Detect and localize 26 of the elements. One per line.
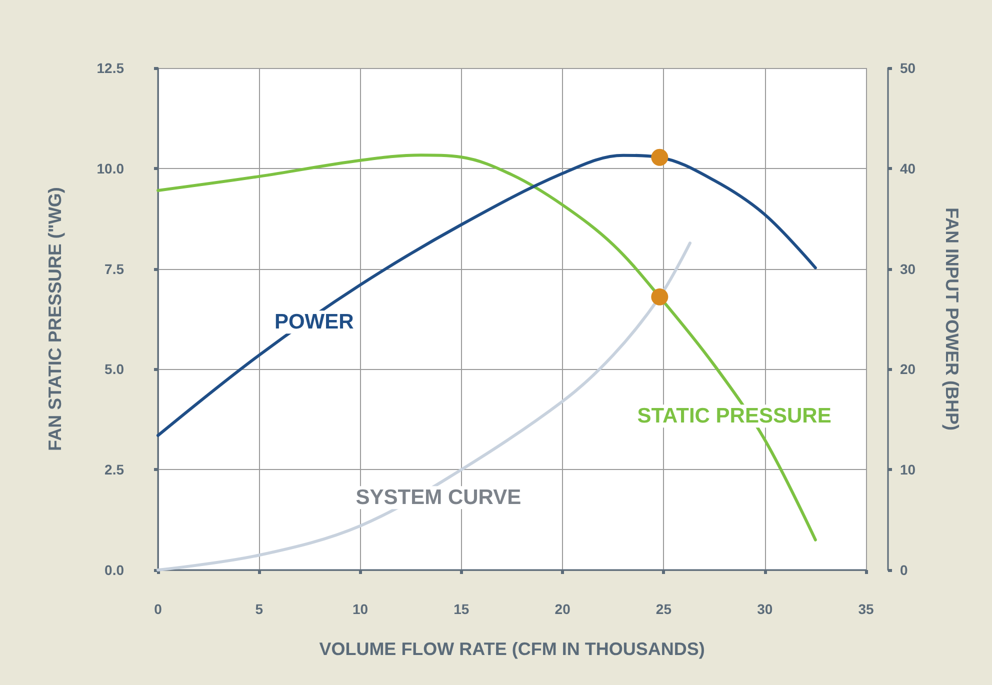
y-tick-label: 7.5	[104, 260, 124, 277]
y-tick-label: 5.0	[104, 361, 124, 378]
y2-tick-label: 30	[900, 260, 916, 277]
y2-tick-label: 50	[900, 60, 916, 76]
y2-tick-label: 0	[900, 562, 908, 578]
y2-tick-label: 20	[900, 361, 916, 378]
x-tick-label: 30	[757, 601, 773, 617]
x-tick-label: 20	[554, 601, 571, 617]
y2-tick-label: 10	[900, 462, 916, 478]
y2-tick-label: 40	[900, 160, 916, 176]
x-tick-label: 35	[858, 601, 874, 617]
y-tick-label: 12.5	[96, 60, 124, 76]
y2-axis-title: FAN INPUT POWER (BHP)	[942, 208, 962, 430]
x-tick-label: 5	[255, 601, 264, 617]
x-tick-label: 15	[454, 601, 470, 617]
x-tick-label: 25	[656, 601, 672, 617]
y-tick-label: 2.5	[104, 462, 124, 478]
y-axis-title: FAN STATIC PRESSURE ("WG)	[45, 187, 65, 451]
x-tick-label: 0	[154, 601, 162, 617]
series-label: STATIC PRESSURE	[637, 404, 832, 428]
x-tick-label: 10	[352, 601, 368, 617]
series-label: SYSTEM CURVE	[356, 486, 522, 510]
y-tick-label: 0.0	[104, 562, 124, 578]
series-label: POWER	[274, 310, 354, 334]
y-tick-label: 10.0	[96, 160, 124, 176]
x-axis-title: VOLUME FLOW RATE (CFM IN THOUSANDS)	[319, 639, 705, 659]
